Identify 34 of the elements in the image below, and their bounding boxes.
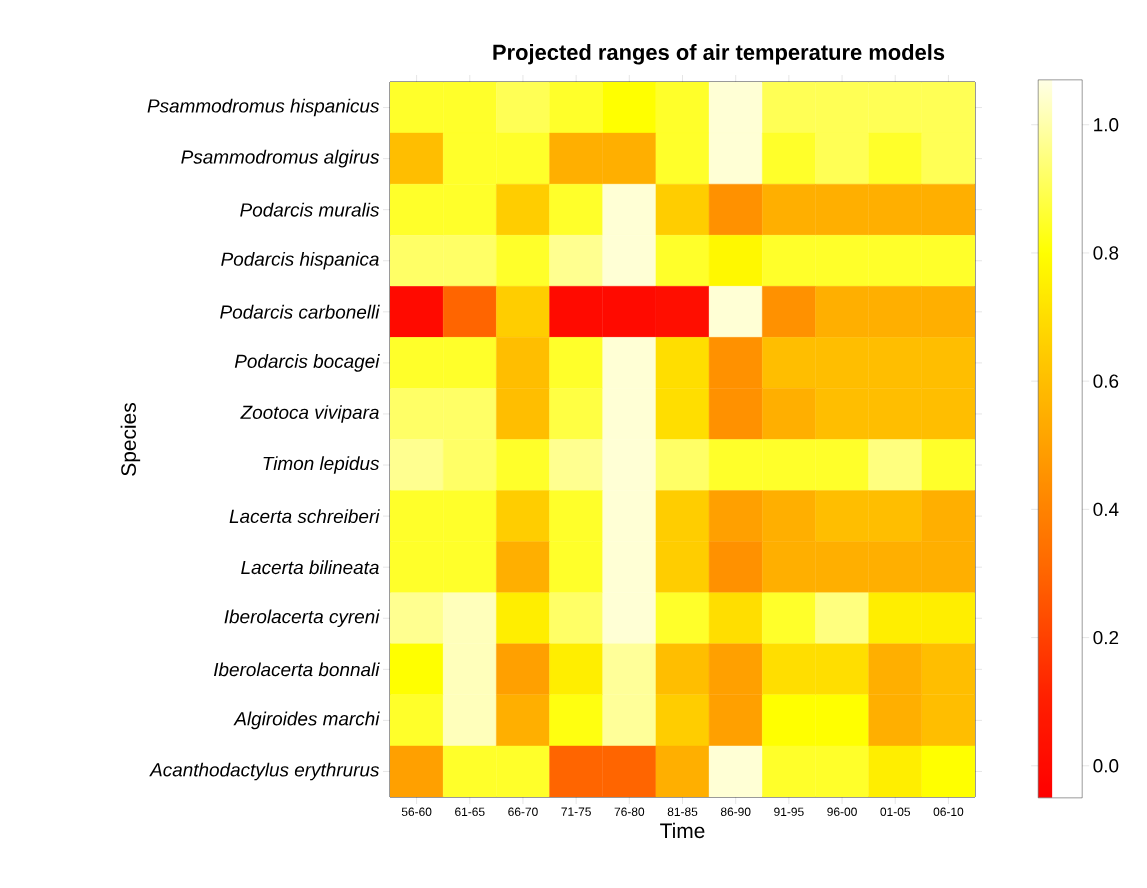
y-tick-label: Algiroides marchi [233, 711, 380, 730]
y-tick-label: Psammodromus algirus [181, 149, 380, 168]
x-tick-label: 81-85 [667, 807, 698, 816]
chart-title: Projected ranges of air temperature models [493, 43, 945, 65]
x-axis-title: Time [660, 822, 705, 839]
y-tick-label: Podarcis muralis [240, 202, 380, 217]
color-bar-label: 0.6 [1093, 374, 1119, 388]
y-tick-label: Timon lepidus [263, 456, 380, 474]
x-tick-label: 76-80 [614, 807, 645, 816]
y-tick-label: Iberolacerta cyreni [224, 609, 380, 628]
x-tick-label: 66-70 [508, 807, 538, 816]
y-tick-label: Lacerta bilineata [241, 560, 379, 575]
y-tick-label: Podarcis carbonelli [220, 304, 380, 319]
color-bar-label: 1.0 [1094, 118, 1119, 132]
color-bar-label: 0.4 [1093, 502, 1119, 517]
color-bar-label: 0.8 [1093, 246, 1119, 260]
x-tick-label: 56-60 [401, 807, 432, 816]
color-bar-label: 0.2 [1093, 630, 1119, 645]
x-tick-label: 71-75 [561, 807, 591, 816]
y-tick-label: Podarcis hispanica [221, 251, 379, 270]
y-tick-label: Lacerta schreiberi [229, 509, 380, 524]
color-bar-label: 0.0 [1093, 759, 1119, 773]
x-tick-label: 06-10 [933, 807, 964, 816]
x-tick-label: 01-05 [880, 807, 911, 816]
x-tick-label: 96-00 [827, 807, 857, 816]
x-tick-label: 91-95 [774, 807, 804, 816]
y-tick-label: Iberolacerta bonnali [213, 662, 380, 677]
y-tick-label: Zootoca vivipara [240, 405, 379, 423]
y-tick-label: Podarcis bocagei [234, 354, 380, 372]
y-tick-label: Psammodromus hispanicus [147, 98, 380, 117]
x-tick-label: 86-90 [720, 807, 751, 816]
y-axis-title: Species [120, 403, 141, 476]
x-tick-label: 61-65 [455, 807, 485, 816]
y-tick-label: Acanthodactylus erythrurus [149, 762, 380, 781]
